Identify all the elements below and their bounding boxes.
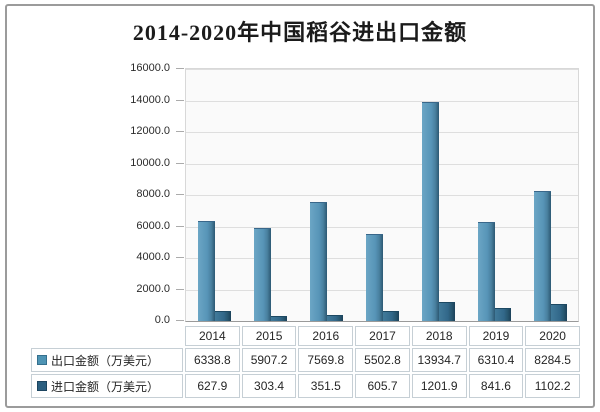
bar-group-2015: [242, 69, 298, 321]
bar-import-2015: [270, 316, 287, 321]
value-export-2019: 6310.4: [468, 348, 524, 372]
bar-group-2017: [354, 69, 410, 321]
y-axis-tick: [176, 320, 184, 321]
bar-import-2020: [550, 304, 567, 321]
y-axis-tick: [176, 99, 184, 101]
bar-group-2016: [298, 69, 354, 321]
legend-export: 出口金额（万美元）: [31, 348, 183, 372]
bar-import-2017: [382, 311, 399, 321]
gridline: [186, 226, 578, 228]
y-axis-label: 14000.0: [130, 93, 170, 106]
gridline: [186, 100, 578, 102]
y-axis-tick: [176, 194, 184, 195]
bar-import-2019: [494, 308, 511, 321]
value-import-2015: 303.4: [241, 374, 297, 398]
value-import-2017: 605.7: [355, 374, 410, 398]
y-axis-tick: [176, 288, 184, 290]
gridline: [186, 132, 578, 133]
y-axis-ticks: [176, 68, 184, 322]
y-axis-tick: [176, 162, 184, 164]
bar-group-2019: [466, 69, 522, 321]
legend-swatch-import: [37, 381, 47, 391]
year-cell-2017: 2017: [355, 326, 410, 346]
bar-import-2016: [326, 315, 343, 321]
value-import-2018: 1201.9: [411, 374, 467, 398]
y-axis-label: 6000.0: [136, 219, 170, 232]
legend-import: 进口金额（万美元）: [31, 374, 183, 398]
bar-export-2019: [477, 222, 495, 321]
bar-export-2017: [365, 234, 383, 321]
y-axis: 16000.0 14000.0 12000.0 10000.0 8000.0 6000.0…: [88, 62, 170, 326]
bar-group-2020: [522, 69, 578, 321]
y-axis-label: 8000.0: [136, 188, 170, 200]
bar-group-2018: [410, 69, 466, 321]
year-cell-2014: 2014: [185, 326, 240, 346]
data-table: 2014 2015 2016 2017 2018 2019 2020 出口金额（万美元） 633…: [31, 326, 580, 398]
legend-label-import: 进口金额（万美元）: [51, 379, 160, 394]
year-cell-2020: 2020: [525, 326, 580, 346]
legend-label-export: 出口金额（万美元）: [51, 353, 160, 368]
value-export-2015: 5907.2: [241, 348, 297, 372]
gridline: [186, 163, 578, 165]
value-export-2014: 6338.8: [185, 348, 240, 372]
y-axis-label: 0.0: [154, 314, 170, 326]
y-axis-tick: [176, 131, 184, 132]
table-corner-spacer: [31, 326, 183, 346]
value-import-2020: 1102.2: [525, 374, 580, 398]
y-axis-tick: [176, 225, 184, 227]
bar-groups: [186, 69, 578, 321]
y-axis-tick: [176, 257, 184, 258]
y-axis-label: 16000.0: [130, 62, 170, 74]
y-axis-label: 10000.0: [130, 156, 170, 169]
chart-title: 2014-2020年中国稻谷进出口金额: [132, 20, 468, 45]
bar-export-2020: [533, 191, 551, 321]
bar-export-2014: [197, 221, 215, 321]
bar-group-2014: [186, 69, 242, 321]
y-axis-label: 2000.0: [136, 282, 170, 295]
year-cell-2018: 2018: [411, 326, 467, 346]
bar-export-2016: [309, 202, 327, 321]
y-axis-tick: [176, 68, 184, 69]
year-cell-2015: 2015: [241, 326, 297, 346]
value-export-2018: 13934.7: [411, 348, 467, 372]
y-axis-label: 12000.0: [130, 125, 170, 137]
bar-import-2018: [438, 302, 455, 321]
value-export-2016: 7569.8: [298, 348, 354, 372]
bar-export-2018: [421, 102, 439, 321]
y-axis-label: 4000.0: [136, 251, 170, 263]
value-import-2019: 841.6: [468, 374, 524, 398]
gridline: [186, 69, 578, 70]
bar-import-2014: [214, 311, 231, 321]
year-cell-2019: 2019: [468, 326, 524, 346]
bar-export-2015: [253, 228, 271, 321]
plot-area: [185, 68, 579, 322]
value-import-2016: 351.5: [298, 374, 354, 398]
year-cell-2016: 2016: [298, 326, 354, 346]
value-export-2017: 5502.8: [355, 348, 410, 372]
gridline: [186, 195, 578, 196]
legend-swatch-export: [37, 355, 47, 365]
value-import-2014: 627.9: [185, 374, 240, 398]
value-export-2020: 8284.5: [525, 348, 580, 372]
